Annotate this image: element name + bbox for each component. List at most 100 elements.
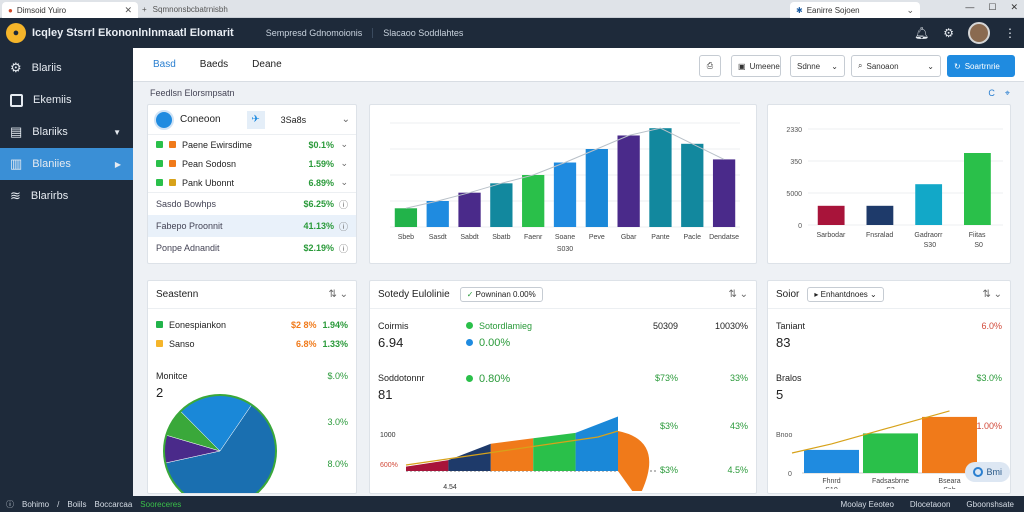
maximize-icon[interactable]: ☐ [988, 2, 997, 12]
section-title: Feedlsn Elorsmpsatn [150, 88, 235, 98]
chevron-down-icon[interactable]: ⌄ [341, 114, 350, 125]
pin-icon[interactable]: ✈ [246, 110, 265, 129]
refresh-icon[interactable]: C [988, 88, 995, 98]
top-nav-item[interactable]: Sempresd Gdnomoionis [265, 28, 363, 38]
list-item[interactable]: Eonespiankon $2 8% 1.94% [148, 315, 356, 334]
tab-favicon-icon: ✱ [796, 5, 803, 15]
notification-icon[interactable]: 🔔︎ [914, 26, 930, 40]
list-item[interactable]: Fabepo Proonnit 41.13% ⓘ [148, 215, 356, 237]
window-controls: — ☐ ✕ [965, 2, 1018, 13]
help-button[interactable]: Bmi [964, 462, 1010, 482]
browser-tab[interactable]: ● Dimsoid Yuiro ✕ [2, 2, 138, 18]
print-button[interactable]: ⎙ [699, 55, 721, 77]
list-item[interactable]: Pean Sodosn 1.59% ⌄ [148, 154, 356, 173]
list-item[interactable]: Sasdo Bowhps $6.25% ⓘ [148, 193, 356, 215]
pie-chart [163, 394, 277, 493]
chevron-down-icon[interactable]: ⇅ ⌄ [728, 289, 748, 300]
list-item-change: 1.33% [322, 338, 348, 349]
area-segment [406, 460, 449, 471]
filter-select[interactable]: Sdnne ⌄ [790, 55, 845, 77]
address-bar[interactable]: + Sqmnonsbcbatrnisbh [142, 2, 782, 16]
legend-dot-icon [156, 340, 163, 347]
tab-baeds[interactable]: Baeds [199, 58, 229, 70]
x-tick-label: Gadraorr [914, 232, 943, 239]
sub-toolbar: Basd Baeds Deane ⎙ ▣ Umeene Sdnne ⌄ ⌕ Sanoa… [133, 48, 1024, 82]
bar [866, 205, 894, 225]
metric-value: 83 [776, 335, 791, 350]
status-right: Moolay Eeoteo Dlocetaoon Gboonshsate [841, 500, 1014, 509]
view-button[interactable]: ▣ Umeene [731, 55, 781, 77]
list-item-change: 1.94% [322, 319, 348, 330]
chevron-down-icon[interactable]: ⇅ ⌄ [328, 289, 348, 300]
expand-icon[interactable]: ⌖ [1004, 88, 1010, 98]
tab-deane[interactable]: Deane [252, 58, 282, 70]
list-item-label: Paene Ewirsdime [182, 139, 253, 150]
status-item-green[interactable]: Sooreceres [140, 499, 182, 509]
summary-rows-secondary: Sasdo Bowhps $6.25% ⓘ Fabepo Proonnit 41.13%… [148, 192, 356, 259]
bars-panel: Soior ▸ Enhantdnoes ⌄ ⇅ ⌄ Taniant 83 6.0… [767, 280, 1011, 494]
sidebar-item[interactable]: Ekemiis [0, 84, 133, 116]
chevron-down-icon[interactable]: ⌄ [906, 4, 914, 15]
document-icon: ▤ [10, 124, 23, 139]
more-icon[interactable]: ⋮ [1004, 26, 1016, 40]
right-value: 10030% [714, 321, 748, 331]
list-item[interactable]: Paene Ewirsdime $0.1% ⌄ [148, 135, 356, 154]
sidebar-item[interactable]: ▤ Blariiks ▼ [0, 116, 133, 148]
bar [394, 208, 418, 227]
status-item[interactable]: Bohimo [22, 499, 50, 509]
status-badge[interactable]: ✓ Powninan 0.00% [459, 287, 543, 302]
bar-chart-card: Sbeb Sasdt Sabdt Sbatb Faenr Soane Peve Gbar Pan… [369, 104, 757, 264]
user-avatar-icon [154, 109, 174, 130]
section-controls: C ⌖ [988, 88, 1010, 99]
chevron-down-icon[interactable]: ▼ [113, 127, 121, 137]
address-text: Sqmnonsbcbatrnisbh [152, 4, 228, 14]
close-icon[interactable]: ✕ [124, 4, 132, 15]
y-tick-label: 5000 [786, 191, 802, 198]
plus-icon[interactable]: + [142, 4, 147, 14]
x-tick-label: Peve [589, 234, 605, 241]
sidebar-item-active[interactable]: ▥ Blaniies ▶ [0, 148, 133, 180]
y-tick-label: 2330 [786, 127, 802, 134]
x-tick-label: Sarbodar [817, 232, 846, 239]
settings-icon[interactable]: ⚙ [943, 26, 954, 40]
avatar[interactable] [968, 22, 990, 44]
status-dot-icon [156, 179, 163, 186]
sidebar-item-label: Blariis [31, 62, 62, 74]
list-item[interactable]: Ponpe Adnandit $2.19% ⓘ [148, 237, 356, 259]
tab-basd[interactable]: Basd [153, 58, 176, 70]
status-item[interactable]: Boccarcaa [94, 499, 133, 509]
bar [426, 201, 449, 227]
sidebar-item-label: Blariiks [32, 126, 68, 138]
legend-item: 0.80% [466, 373, 510, 385]
panel-select[interactable]: ▸ Enhantdnoes ⌄ [807, 287, 884, 302]
primary-action-label: Soartrnrie [964, 61, 1000, 71]
x-tick-label: Sasdt [429, 234, 447, 241]
status-bar: ⓘ Bohimo / Boiils Boccarcaa Sooreceres M… [0, 496, 1024, 512]
chevron-right-icon[interactable]: ▶ [114, 159, 121, 169]
area-segment [575, 416, 618, 471]
list-item[interactable]: Sanso 6.8% 1.33% [148, 334, 356, 353]
x-tick-label: Fnsralad [866, 232, 893, 239]
minimize-icon[interactable]: — [965, 2, 975, 12]
chevron-down-icon[interactable]: ⇅ ⌄ [982, 289, 1002, 300]
category-dot-icon [169, 160, 176, 167]
primary-action-button[interactable]: ↻ Soartrnrie [947, 55, 1015, 77]
metric-label: Monitce [156, 371, 188, 381]
list-item-value: $2 8% [290, 319, 317, 330]
browser-chrome: ● Dimsoid Yuiro ✕ + Sqmnonsbcbatrnisbh ✱… [0, 0, 1024, 18]
top-nav-item[interactable]: Slacaoo Soddlahtes [372, 28, 473, 38]
sidebar-item[interactable]: ⚙ Blariis [0, 52, 133, 84]
status-badge-label: Powninan 0.00% [475, 290, 536, 299]
browser-favicon-icon: ● [8, 5, 13, 15]
status-item[interactable]: Boiils [67, 499, 87, 509]
close-window-icon[interactable]: ✕ [1010, 2, 1018, 12]
area-chart: 1000 600% 4.54 [380, 416, 658, 491]
check-icon: ✓ [466, 290, 476, 299]
status-item[interactable]: Dlocetaoon [909, 499, 951, 509]
browser-tab[interactable]: ✱ Eanirre Sojoen ⌄ [790, 2, 920, 18]
status-item[interactable]: Moolay Eeoteo [840, 499, 894, 509]
list-item[interactable]: Pank Ubonnt 6.89% ⌄ [148, 173, 356, 192]
search-select[interactable]: ⌕ Sanoaon ⌄ [851, 55, 941, 77]
sidebar-item[interactable]: ≋ Blarirbs [0, 180, 133, 212]
status-item[interactable]: Gboonshsate [966, 499, 1014, 509]
